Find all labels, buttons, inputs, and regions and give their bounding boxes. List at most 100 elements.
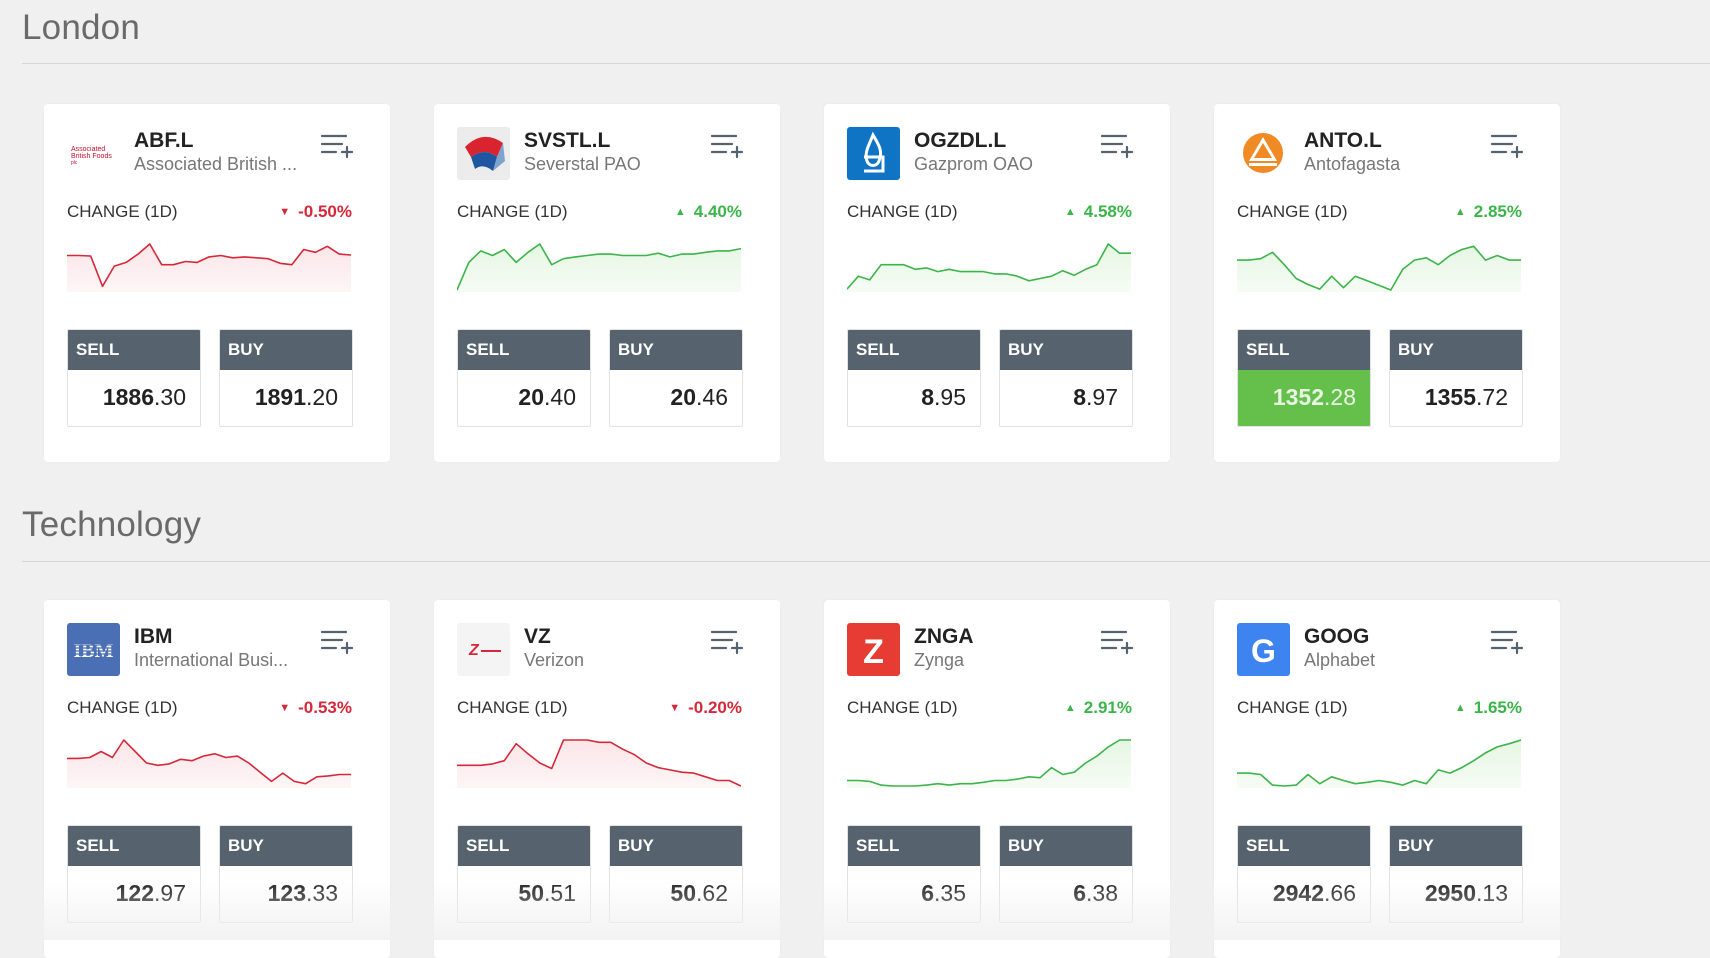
change-value: ▼ -0.20% bbox=[669, 698, 742, 718]
sparkline-chart bbox=[457, 738, 742, 788]
sell-price: 1886.30 bbox=[102, 384, 186, 410]
buy-button[interactable]: BUY 1355.72 bbox=[1389, 329, 1523, 427]
buy-label: BUY bbox=[1390, 330, 1522, 370]
instrument-card-anto-l[interactable]: ANTO.L Antofagasta CHANGE (1D) ▲ 2.85% SE… bbox=[1214, 104, 1560, 462]
triangle-up-icon: ▲ bbox=[1064, 702, 1076, 714]
sell-button[interactable]: SELL 8.95 bbox=[847, 329, 981, 427]
buy-price: 2950.13 bbox=[1424, 880, 1508, 906]
verizon-logo: Z bbox=[457, 623, 510, 676]
triangle-down-icon: ▼ bbox=[669, 702, 681, 714]
change-percent: 2.91% bbox=[1083, 698, 1132, 717]
buy-label: BUY bbox=[1000, 826, 1132, 866]
sparkline-chart bbox=[1237, 242, 1521, 292]
change-percent: -0.20% bbox=[688, 698, 742, 717]
add-to-watchlist-icon[interactable] bbox=[1100, 628, 1134, 656]
change-value: ▲ 4.58% bbox=[1065, 202, 1132, 222]
sell-button[interactable]: SELL 6.35 bbox=[847, 825, 981, 923]
instrument-ticker[interactable]: VZ bbox=[524, 625, 551, 648]
buy-label: BUY bbox=[1000, 330, 1132, 370]
instrument-card-goog[interactable]: G GOOG Alphabet CHANGE (1D) ▲ 1.65% SELL bbox=[1214, 600, 1560, 958]
change-label: CHANGE (1D) bbox=[67, 698, 178, 717]
section-title: Technology bbox=[22, 505, 202, 544]
buy-label: BUY bbox=[220, 826, 352, 866]
instrument-name: Gazprom OAO bbox=[914, 154, 1034, 174]
instrument-name: Severstal PAO bbox=[524, 154, 641, 174]
add-to-watchlist-icon[interactable] bbox=[1490, 132, 1524, 160]
buy-label: BUY bbox=[610, 826, 742, 866]
buy-price: 6.38 bbox=[1073, 880, 1118, 906]
change-value: ▲ 1.65% bbox=[1455, 698, 1522, 718]
change-percent: 2.85% bbox=[1473, 202, 1522, 221]
buy-button[interactable]: BUY 2950.13 bbox=[1389, 825, 1523, 923]
svg-text:plc: plc bbox=[71, 160, 78, 166]
buy-button[interactable]: BUY 1891.20 bbox=[219, 329, 353, 427]
buy-label: BUY bbox=[220, 330, 352, 370]
buy-button[interactable]: BUY 50.62 bbox=[609, 825, 743, 923]
section-divider bbox=[22, 561, 1710, 562]
instrument-card-ibm[interactable]: IBM IBM International Busi... CHANGE (1D… bbox=[44, 600, 390, 958]
zynga-logo: Z bbox=[847, 623, 900, 676]
sparkline-chart bbox=[846, 242, 1131, 292]
add-to-watchlist-icon[interactable] bbox=[710, 132, 744, 160]
instrument-name: Antofagasta bbox=[1304, 154, 1401, 174]
buy-price: 123.33 bbox=[267, 880, 338, 906]
instrument-card-znga[interactable]: Z ZNGA Zynga CHANGE (1D) ▲ 2.91% SELL bbox=[824, 600, 1170, 958]
instrument-ticker[interactable]: ABF.L bbox=[134, 129, 194, 152]
instrument-card-vz[interactable]: Z VZ Verizon CHANGE (1D) ▼ -0.20% SELL bbox=[434, 600, 780, 958]
add-to-watchlist-icon[interactable] bbox=[320, 628, 354, 656]
instrument-ticker[interactable]: OGZDL.L bbox=[914, 129, 1007, 152]
change-value: ▲ 2.91% bbox=[1065, 698, 1132, 718]
instrument-ticker[interactable]: SVSTL.L bbox=[524, 129, 611, 152]
sell-label: SELL bbox=[458, 826, 590, 866]
instrument-name: International Busi... bbox=[134, 650, 289, 670]
change-label: CHANGE (1D) bbox=[1237, 202, 1348, 221]
buy-button[interactable]: BUY 6.38 bbox=[999, 825, 1133, 923]
buy-button[interactable]: BUY 8.97 bbox=[999, 329, 1133, 427]
triangle-up-icon: ▲ bbox=[674, 206, 686, 218]
add-to-watchlist-icon[interactable] bbox=[320, 132, 354, 160]
instrument-ticker[interactable]: IBM bbox=[134, 625, 173, 648]
change-label: CHANGE (1D) bbox=[847, 202, 958, 221]
triangle-down-icon: ▼ bbox=[279, 206, 291, 218]
buy-button[interactable]: BUY 123.33 bbox=[219, 825, 353, 923]
sell-label: SELL bbox=[68, 330, 200, 370]
instrument-name: Alphabet bbox=[1304, 650, 1376, 670]
sell-label: SELL bbox=[1238, 330, 1370, 370]
instrument-ticker[interactable]: ZNGA bbox=[914, 625, 974, 648]
change-percent: 1.65% bbox=[1473, 698, 1522, 717]
sell-button[interactable]: SELL 20.40 bbox=[457, 329, 591, 427]
triangle-down-icon: ▼ bbox=[279, 702, 291, 714]
add-to-watchlist-icon[interactable] bbox=[710, 628, 744, 656]
sell-label: SELL bbox=[1238, 826, 1370, 866]
sparkline-chart bbox=[67, 738, 351, 788]
sell-price: 6.35 bbox=[921, 880, 966, 906]
triangle-up-icon: ▲ bbox=[1454, 702, 1466, 714]
sell-price: 122.97 bbox=[115, 880, 186, 906]
instrument-ticker[interactable]: ANTO.L bbox=[1304, 129, 1382, 152]
sell-label: SELL bbox=[458, 330, 590, 370]
add-to-watchlist-icon[interactable] bbox=[1490, 628, 1524, 656]
sell-button[interactable]: SELL 122.97 bbox=[67, 825, 201, 923]
buy-price: 8.97 bbox=[1073, 384, 1118, 410]
instrument-card-svstl-l[interactable]: SVSTL.L Severstal PAO CHANGE (1D) ▲ 4.40%… bbox=[434, 104, 780, 462]
change-value: ▲ 4.40% bbox=[675, 202, 742, 222]
svg-text:Z: Z bbox=[863, 633, 884, 671]
sell-label: SELL bbox=[68, 826, 200, 866]
sell-button[interactable]: SELL 1352.28 bbox=[1237, 329, 1371, 427]
change-label: CHANGE (1D) bbox=[67, 202, 178, 221]
svg-text:Associated: Associated bbox=[71, 146, 105, 153]
sell-button[interactable]: SELL 50.51 bbox=[457, 825, 591, 923]
instrument-card-abf-l[interactable]: Associated British Foods plc ABF.L Assoc… bbox=[44, 104, 390, 462]
buy-button[interactable]: BUY 20.46 bbox=[609, 329, 743, 427]
instrument-ticker[interactable]: GOOG bbox=[1304, 625, 1370, 648]
sell-button[interactable]: SELL 2942.66 bbox=[1237, 825, 1371, 923]
section-divider bbox=[22, 63, 1710, 64]
svg-text:British Foods: British Foods bbox=[71, 153, 112, 160]
instrument-card-ogzdl-l[interactable]: OGZDL.L Gazprom OAO CHANGE (1D) ▲ 4.58% S… bbox=[824, 104, 1170, 462]
sell-button[interactable]: SELL 1886.30 bbox=[67, 329, 201, 427]
change-percent: 4.58% bbox=[1083, 202, 1132, 221]
change-value: ▼ -0.50% bbox=[279, 202, 352, 222]
svg-text:Z: Z bbox=[468, 642, 480, 659]
buy-price: 1355.72 bbox=[1424, 384, 1508, 410]
add-to-watchlist-icon[interactable] bbox=[1100, 132, 1134, 160]
